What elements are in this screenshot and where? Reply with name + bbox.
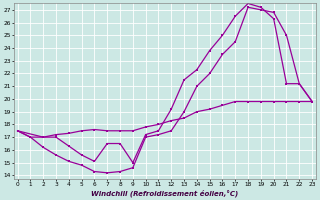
X-axis label: Windchill (Refroidissement éolien,°C): Windchill (Refroidissement éolien,°C) (91, 189, 238, 197)
